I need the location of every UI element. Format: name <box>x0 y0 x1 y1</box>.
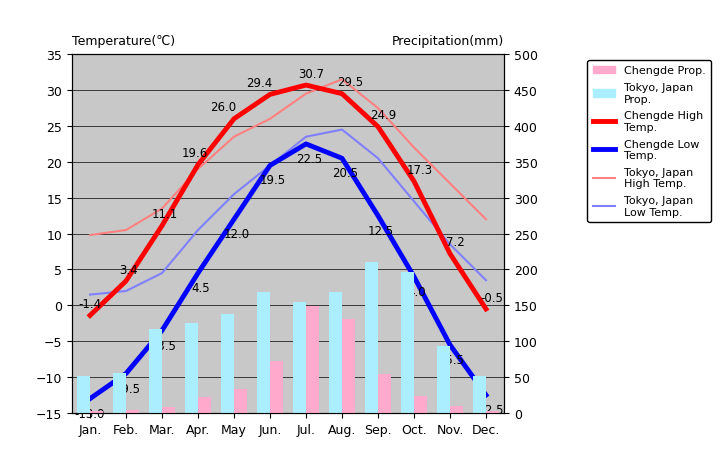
Bar <box>78 376 90 413</box>
Text: 29.5: 29.5 <box>337 76 364 89</box>
Text: -5.5: -5.5 <box>441 353 464 366</box>
Bar <box>270 362 282 413</box>
Text: 12.5: 12.5 <box>368 224 394 237</box>
Bar <box>437 347 450 413</box>
Text: 3.4: 3.4 <box>120 263 138 276</box>
Bar <box>234 390 246 413</box>
Bar <box>114 373 126 413</box>
Bar <box>365 263 378 413</box>
Bar <box>126 410 138 413</box>
Bar <box>90 411 102 413</box>
Text: 20.5: 20.5 <box>332 167 358 180</box>
Text: 19.6: 19.6 <box>182 147 208 160</box>
Bar <box>150 329 162 413</box>
Text: 29.4: 29.4 <box>246 77 272 90</box>
Text: 26.0: 26.0 <box>210 101 236 114</box>
Text: Temperature(℃): Temperature(℃) <box>72 35 175 48</box>
Bar <box>306 307 318 413</box>
Bar <box>486 411 498 413</box>
Bar <box>378 374 390 413</box>
Text: 4.0: 4.0 <box>408 285 426 298</box>
Bar <box>198 397 210 413</box>
Legend: Chengde Prop., Tokyo, Japan
Prop., Chengde High
Temp., Chengde Low
Temp., Tokyo,: Chengde Prop., Tokyo, Japan Prop., Cheng… <box>588 61 711 223</box>
Text: -0.5: -0.5 <box>480 291 503 304</box>
Text: -1.4: -1.4 <box>78 297 102 310</box>
Bar <box>258 293 270 413</box>
Text: -9.5: -9.5 <box>117 382 140 395</box>
Bar <box>473 376 486 413</box>
Text: 7.2: 7.2 <box>446 236 465 249</box>
Bar <box>414 396 426 413</box>
Bar <box>185 324 198 413</box>
Bar <box>401 272 414 413</box>
Text: 17.3: 17.3 <box>407 163 433 177</box>
Text: 22.5: 22.5 <box>296 153 322 166</box>
Text: 12.0: 12.0 <box>224 228 250 241</box>
Bar <box>342 319 354 413</box>
Text: Precipitation(mm): Precipitation(mm) <box>392 35 504 48</box>
Text: 11.1: 11.1 <box>152 208 178 221</box>
Bar <box>329 293 342 413</box>
Bar <box>450 406 462 413</box>
Text: -13.0: -13.0 <box>75 407 105 420</box>
Text: -12.5: -12.5 <box>474 403 504 416</box>
Text: -3.5: -3.5 <box>153 339 176 352</box>
Bar <box>162 407 174 413</box>
Bar <box>222 314 234 413</box>
Text: 19.5: 19.5 <box>260 174 286 187</box>
Text: 4.5: 4.5 <box>192 281 210 295</box>
Bar <box>294 303 306 413</box>
Text: 30.7: 30.7 <box>299 67 325 80</box>
Text: 24.9: 24.9 <box>370 109 397 122</box>
